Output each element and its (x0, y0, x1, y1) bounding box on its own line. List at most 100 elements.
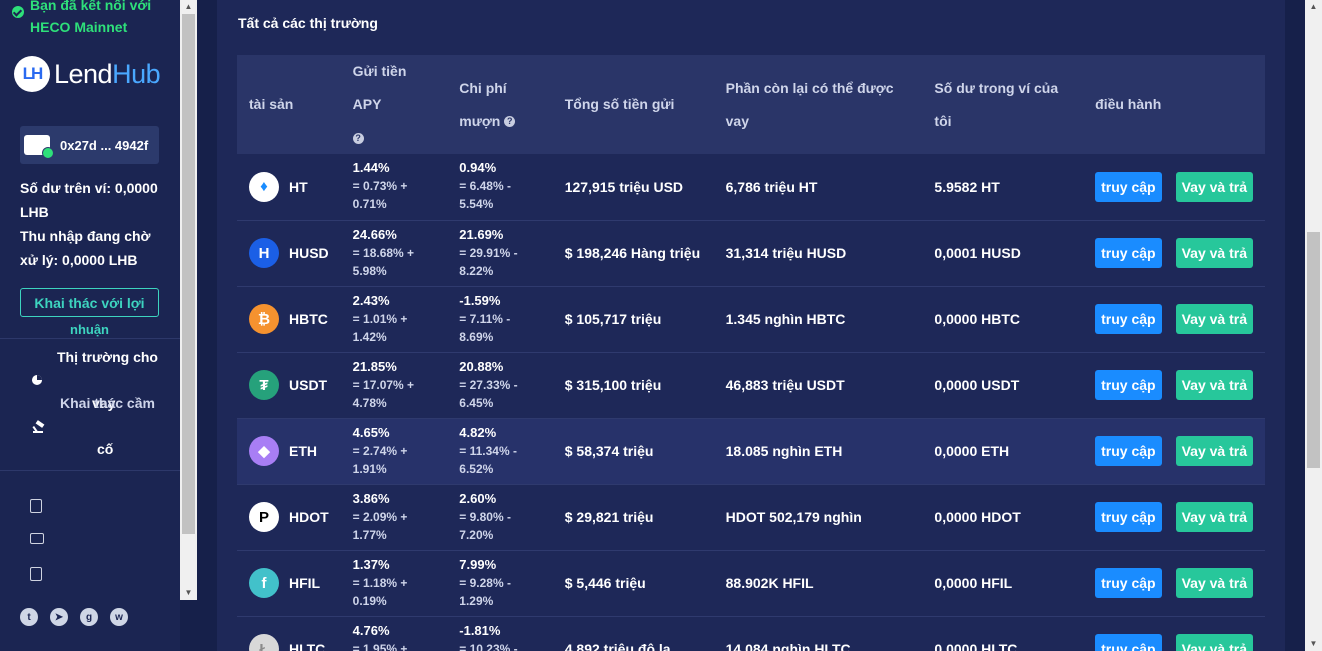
wallet-balance-cell: 0,0000 ETH (934, 443, 1010, 459)
hbtc-icon: ₿ (249, 304, 279, 334)
access-button[interactable]: truy cập (1095, 171, 1162, 202)
available-cell: 18.085 nghìn ETH (725, 443, 843, 459)
market-row: H HUSD 24.66% = 18.68% +5.98% 21.69% = 29.91%… (237, 220, 1265, 286)
wallet-balance-cell: 0,0000 HLTC (934, 641, 1018, 651)
header-available: Phần còn lại có thể được vay (725, 79, 894, 129)
borrow-repay-button[interactable]: Vay và trả (1175, 304, 1253, 334)
available-cell: 14,084 nghìn HLTC (725, 641, 851, 651)
sidebar-scrollbar[interactable]: ▲ ▼ (180, 0, 197, 600)
supply-apy-cell: 2.43% = 1.01% +1.42% (352, 292, 408, 344)
en-language-icon[interactable] (30, 567, 42, 581)
borrow-cost-cell: -1.81%= 10.23% -12.04% (459, 622, 518, 651)
asset-symbol: HT (289, 178, 308, 195)
mining-button-label-line2: nhuận (70, 322, 109, 337)
nav-collateral-mining-line2: cố (97, 441, 114, 457)
gavel-icon (32, 420, 45, 433)
market-row: ◆ ETH 4.65% = 2.74% +1.91% 4.82% = 11.34% -6.… (237, 418, 1265, 484)
hfil-icon: f (249, 568, 279, 598)
available-cell: 31,314 triệu HUSD (725, 245, 847, 261)
operate-cell: truy cập Vay và trả (1083, 616, 1265, 651)
wallet-balance-cell: 0,0000 HDOT (934, 509, 1021, 525)
scroll-up-icon[interactable]: ▲ (1309, 2, 1318, 11)
borrow-repay-button[interactable]: Vay và trả (1175, 171, 1253, 202)
supply-apy-cell: 1.37% = 1.18% +0.19% (352, 556, 408, 608)
available-cell: 46,883 triệu USDT (725, 377, 845, 393)
total-supply-cell: $ 198,246 Hàng triệu (564, 245, 701, 261)
supply-apy-cell: 3.86% = 2.09% +1.77% (352, 490, 408, 542)
connection-status: Bạn đã kết nối với HECO Mainnet (12, 0, 151, 38)
operate-cell: truy cập Vay và trả (1083, 418, 1265, 484)
social-links: t ➤ g w (20, 608, 128, 626)
divider (0, 470, 180, 471)
operate-cell: truy cập Vay và trả (1083, 220, 1265, 286)
market-row: P HDOT 3.86% = 2.09% +1.77% 2.60% = 9.80% -7.… (237, 484, 1265, 550)
borrow-cost-cell: 7.99% = 9.28% -1.29% (459, 556, 511, 608)
access-button[interactable]: truy cập (1095, 370, 1162, 400)
nav-collateral-mining[interactable]: Khai thác cầm (60, 395, 155, 411)
lendhub-logo[interactable]: LH LendHub (14, 56, 161, 92)
laptop-icon[interactable] (30, 533, 44, 544)
market-row: f HFIL 1.37% = 1.18% +0.19% 7.99% = 9.28% -1.… (237, 550, 1265, 616)
scrollbar-thumb[interactable] (1307, 232, 1320, 468)
markets-table: tài sản Gửi tiền APY? Chi phí mượn ? Tổng… (237, 55, 1265, 651)
access-button[interactable]: truy cập (1095, 238, 1162, 268)
wallet-balance-cell: 0,0000 HBTC (934, 311, 1021, 327)
available-cell: 88.902K HFIL (725, 575, 814, 591)
mining-with-interest-button[interactable]: Khai thác với lợi (20, 288, 159, 317)
divider (0, 338, 180, 339)
header-borrow-cost[interactable]: Chi phí mượn ? (447, 55, 552, 154)
access-button[interactable]: truy cập (1095, 502, 1162, 532)
supply-apy-cell: 4.76%= 1.95% +2.81% (352, 622, 408, 651)
scroll-down-icon[interactable]: ▼ (184, 588, 193, 597)
header-wallet-balance: Số dư trong ví của tôi (934, 79, 1059, 129)
wallet-address-button[interactable]: 0x27d ... 4942f (20, 126, 159, 164)
document-icon[interactable] (30, 499, 42, 513)
asset-symbol: HLTC (289, 641, 326, 651)
borrow-cost-cell: -1.59% = 7.11% -8.69% (459, 292, 511, 344)
wallet-balance-cell: 0,0000 HFIL (934, 575, 1013, 591)
help-icon[interactable]: ? (352, 132, 364, 144)
header-total-supply: Tổng số tiền gửi (564, 96, 675, 112)
total-supply-cell: 127,915 triệu USD (564, 178, 684, 195)
market-row: ₮ USDT 21.85% = 17.07% +4.78% 20.88% = 27.33%… (237, 352, 1265, 418)
asset-symbol: HBTC (289, 311, 328, 327)
page-scrollbar[interactable]: ▲ ▼ (1305, 0, 1322, 651)
help-icon[interactable]: ? (504, 116, 516, 128)
page-title: Tất cả các thị trường (238, 15, 378, 31)
header-operate: điều hành (1095, 96, 1162, 112)
scroll-down-icon[interactable]: ▼ (1309, 639, 1318, 648)
pie-chart-icon (32, 375, 42, 385)
access-button[interactable]: truy cập (1095, 568, 1162, 598)
scroll-up-icon[interactable]: ▲ (184, 2, 193, 11)
supply-apy-cell: 4.65% = 2.74% +1.91% (352, 424, 408, 476)
operate-cell: truy cập Vay và trả (1083, 154, 1265, 220)
access-button[interactable]: truy cập (1095, 634, 1162, 651)
access-button[interactable]: truy cập (1095, 436, 1162, 466)
market-row: ♦ HT 1.44% = 0.73% +0.71% 0.94% = 6.48% -5.54… (237, 154, 1265, 220)
operate-cell: truy cập Vay và trả (1083, 484, 1265, 550)
borrow-repay-button[interactable]: Vay và trả (1175, 370, 1253, 400)
borrow-repay-button[interactable]: Vay và trả (1175, 238, 1253, 268)
borrow-repay-button[interactable]: Vay và trả (1175, 436, 1253, 466)
asset-symbol: HDOT (289, 509, 329, 525)
scrollbar-thumb[interactable] (182, 14, 195, 534)
supply-apy-cell: 1.44% = 0.73% +0.71% (352, 160, 408, 212)
wechat-icon[interactable]: w (110, 608, 128, 626)
eth-icon: ◆ (249, 436, 279, 466)
github-icon[interactable]: g (80, 608, 98, 626)
nav-lending-market[interactable]: Thị trường cho (57, 349, 158, 365)
borrow-repay-button[interactable]: Vay và trả (1175, 502, 1253, 532)
table-header: tài sản Gửi tiền APY? Chi phí mượn ? Tổng… (237, 55, 1265, 154)
header-supply-apy[interactable]: Gửi tiền APY? (352, 63, 407, 144)
market-row: ₿ HBTC 2.43% = 1.01% +1.42% -1.59% = 7.11% -8… (237, 286, 1265, 352)
telegram-icon[interactable]: ➤ (50, 608, 68, 626)
borrow-repay-button[interactable]: Vay và trả (1175, 568, 1253, 598)
operate-cell: truy cập Vay và trả (1083, 352, 1265, 418)
access-button[interactable]: truy cập (1095, 304, 1162, 334)
total-supply-cell: $ 315,100 triệu (564, 377, 662, 393)
hltc-icon: Ł (249, 634, 279, 651)
borrow-repay-button[interactable]: Vay và trả (1175, 634, 1253, 651)
total-supply-cell: $ 5,446 triệu (564, 575, 646, 591)
total-supply-cell: 4,892 triệu đô la (564, 641, 671, 651)
twitter-icon[interactable]: t (20, 608, 38, 626)
